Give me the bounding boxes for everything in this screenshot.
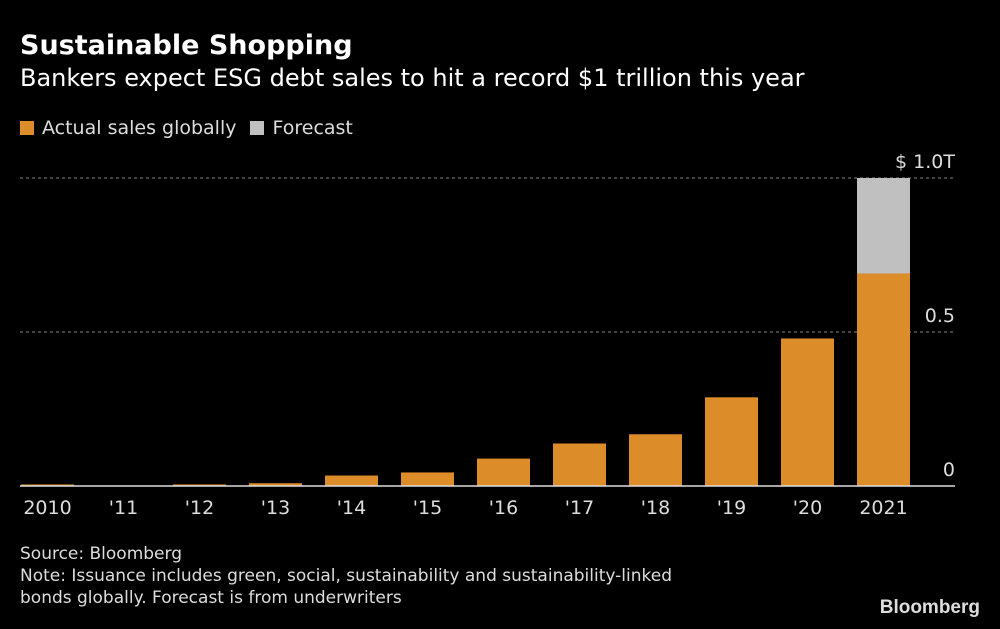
source-note: Source: Bloomberg	[20, 544, 182, 564]
legend-label-actual: Actual sales globally	[42, 117, 237, 139]
x-tick-label: 2021	[859, 497, 907, 519]
legend-swatch-actual	[20, 121, 34, 135]
bar-actual	[325, 475, 378, 486]
y-tick-label: $ 1.0T	[895, 151, 955, 173]
note-line-2: bonds globally. Forecast is from underwr…	[20, 588, 402, 608]
bar-forecast	[857, 178, 910, 274]
x-tick-label: '18	[641, 497, 670, 519]
x-tick-label: '15	[413, 497, 442, 519]
legend-swatch-forecast	[250, 121, 265, 135]
x-tick-label: '20	[793, 497, 822, 519]
x-tick-label: '13	[261, 497, 290, 519]
x-tick-label: 2010	[23, 497, 71, 519]
legend-label-forecast: Forecast	[272, 117, 353, 139]
x-tick-label: '17	[565, 497, 594, 519]
bar-actual	[781, 338, 834, 486]
x-tick-label: '12	[185, 497, 214, 519]
legend: Actual sales globally Forecast	[20, 117, 353, 139]
note-line-1: Note: Issuance includes green, social, s…	[20, 566, 672, 586]
bar-actual	[173, 484, 226, 486]
y-tick-label: 0.5	[925, 305, 955, 327]
footnotes: Source: Bloomberg Note: Issuance include…	[20, 543, 672, 609]
bar-actual	[401, 472, 454, 486]
y-tick-label: 0	[943, 459, 955, 481]
bar-actual	[553, 443, 606, 486]
chart-title: Sustainable Shopping	[20, 30, 353, 61]
chart-subtitle: Bankers expect ESG debt sales to hit a r…	[20, 64, 805, 92]
x-tick-label: '16	[489, 497, 518, 519]
bar-actual	[629, 434, 682, 486]
bar-actual	[705, 397, 758, 486]
bar-actual	[477, 458, 530, 486]
bar-actual	[249, 483, 302, 486]
bar-actual	[857, 273, 910, 486]
legend-item-forecast: Forecast	[250, 117, 353, 139]
legend-item-actual: Actual sales globally	[20, 117, 236, 139]
bloomberg-logo: Bloomberg	[879, 597, 980, 618]
x-tick-label: '14	[337, 497, 366, 519]
x-tick-label: '11	[109, 497, 138, 519]
x-tick-label: '19	[717, 497, 746, 519]
bar-actual	[21, 484, 74, 486]
